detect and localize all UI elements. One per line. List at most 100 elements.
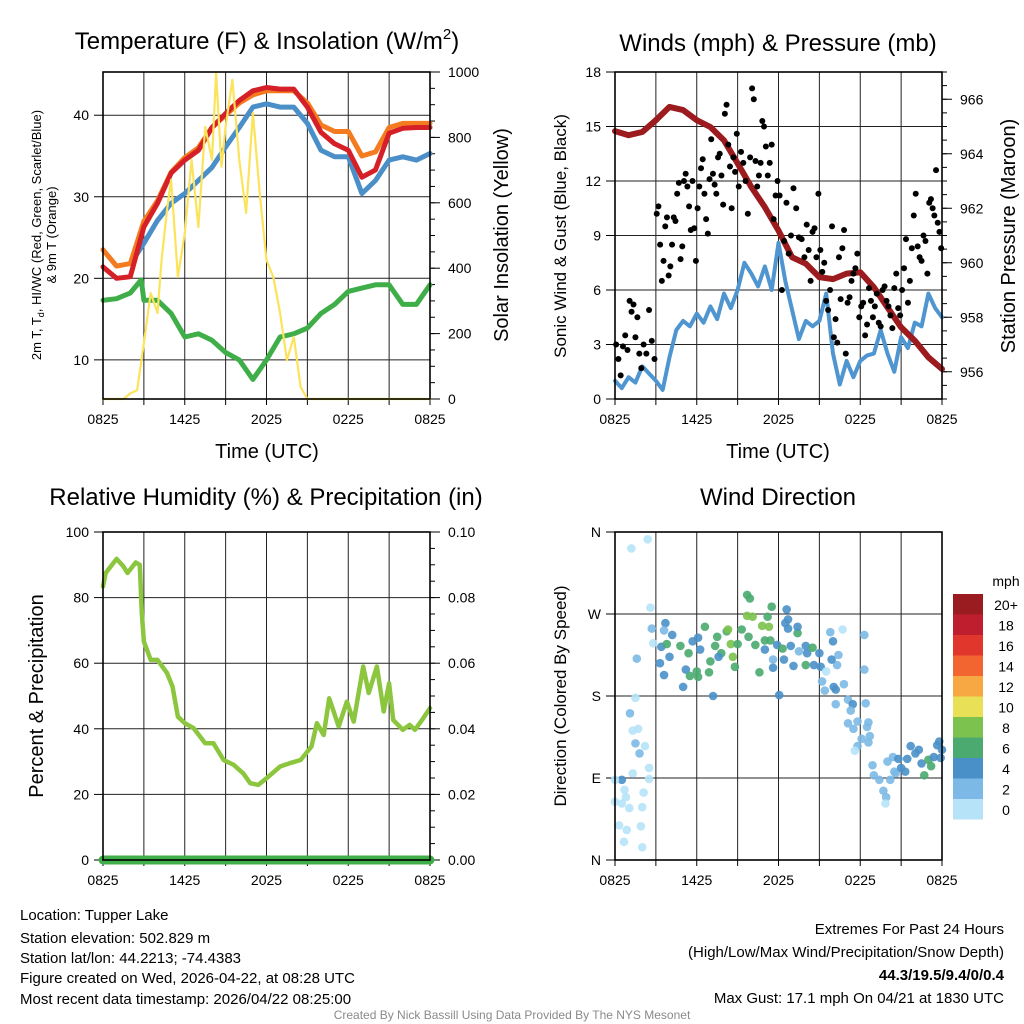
wind-direction-point — [831, 699, 841, 709]
x-tick-label: 0225 — [333, 872, 364, 888]
y-title-part: 2m T, T — [29, 317, 44, 360]
legend-swatch — [953, 737, 983, 758]
gust-point — [914, 243, 921, 250]
gust-point — [803, 221, 810, 228]
wind-direction-point — [614, 821, 624, 830]
legend-label: 20+ — [994, 597, 1018, 613]
gust-point — [819, 268, 826, 275]
panel-title-wind-direction: Wind Direction — [700, 484, 856, 511]
gust-point — [619, 343, 626, 350]
gust-point — [893, 270, 900, 277]
wind-direction-point — [766, 636, 775, 645]
panel-title-winds: Winds (mph) & Pressure (mb) — [619, 30, 936, 57]
gust-point — [891, 285, 898, 292]
wind-direction-point — [809, 660, 819, 670]
credit-text: Created By Nick Bassill Using Data Provi… — [334, 1008, 691, 1022]
gust-point — [632, 334, 639, 341]
gust-point — [864, 321, 871, 328]
gust-point — [835, 254, 842, 261]
y-title-subscript: d — [36, 312, 46, 317]
x-tick-label: 0225 — [845, 411, 876, 427]
gust-point — [873, 290, 880, 297]
wind-direction-point — [831, 685, 841, 694]
gust-point — [694, 205, 701, 212]
wind-direction-point — [894, 754, 903, 764]
gust-point — [823, 297, 830, 304]
wind-direction-point — [868, 760, 877, 770]
gust-point — [716, 150, 723, 157]
gust-point — [854, 250, 861, 257]
y-right-tick-label: 0.10 — [448, 524, 475, 540]
gust-point — [807, 277, 814, 284]
wind-direction-point — [815, 648, 824, 658]
wind-direction-point — [778, 644, 787, 653]
title-text: Temperature (F) & Insolation (W/m — [75, 28, 443, 55]
gust-point — [744, 210, 751, 217]
legend-label: 10 — [998, 700, 1014, 716]
y-right-tick-label: 1000 — [448, 64, 479, 80]
wind-direction-point — [617, 799, 627, 808]
wind-direction-point — [902, 754, 912, 764]
wind-direction-point — [695, 645, 705, 654]
wind-direction-point — [644, 763, 654, 773]
wind-direction-point — [643, 534, 652, 544]
title-superscript: 2 — [443, 26, 451, 43]
gust-point — [638, 365, 645, 372]
wind-direction-point — [632, 654, 642, 663]
gust-point — [910, 212, 917, 219]
gust-point — [830, 334, 837, 341]
wind-direction-point — [620, 785, 629, 795]
gust-point — [883, 297, 890, 304]
x-tick-label: 0825 — [87, 411, 118, 427]
gust-point — [732, 168, 739, 175]
gust-point — [885, 303, 892, 310]
gust-point — [648, 337, 655, 344]
x-tick-label: 1425 — [681, 411, 712, 427]
legend-swatch — [953, 778, 983, 799]
wind-direction-point — [827, 655, 836, 664]
gust-point — [643, 350, 650, 357]
y-axis-title-temperature-line2: & 9m T (Orange) — [44, 186, 59, 283]
gust-point — [829, 223, 836, 230]
wind-direction-point — [917, 759, 926, 768]
gust-point — [897, 312, 904, 319]
gust-point — [653, 210, 660, 217]
legend-title: mph — [992, 573, 1019, 589]
wind-direction-point — [850, 746, 860, 755]
gust-point — [713, 190, 720, 197]
plot-frame — [614, 71, 943, 400]
gust-point — [811, 225, 818, 232]
legend-swatch — [953, 799, 983, 820]
wind-direction-point — [926, 761, 936, 771]
gust-point — [924, 270, 931, 277]
extremes-title: Extremes For Past 24 Hours — [815, 921, 1004, 938]
wind-direction-point — [890, 767, 899, 776]
gust-point — [660, 257, 667, 264]
wind-direction-point — [733, 639, 742, 649]
gust-point — [634, 314, 641, 321]
wind-direction-point — [748, 612, 757, 622]
x-tick-label: 0825 — [414, 872, 445, 888]
y-right-tick-label: 956 — [960, 364, 984, 380]
wind-direction-point — [617, 775, 627, 785]
wind-direction-point — [802, 648, 812, 658]
gust-point — [918, 257, 925, 264]
panel-title-temperature: Temperature (F) & Insolation (W/m2) — [75, 26, 459, 55]
gust-point — [704, 230, 711, 237]
wind-direction-point — [635, 749, 644, 758]
location-text: Location: Tupper Lake — [20, 907, 168, 924]
gust-point — [862, 332, 869, 339]
gust-point — [936, 228, 943, 235]
wind-direction-point — [881, 792, 891, 802]
legend-swatch — [953, 635, 983, 656]
wind-direction-point — [862, 722, 872, 732]
wind-direction-point — [820, 686, 830, 695]
wind-direction-point — [793, 628, 802, 638]
gust-point — [655, 203, 662, 210]
legend-swatch — [953, 676, 983, 697]
gust-point — [615, 356, 622, 363]
gust-point — [689, 178, 696, 184]
gust-point — [698, 165, 705, 172]
wind-direction-point — [881, 799, 890, 808]
y-right-tick-label: 0.04 — [448, 721, 475, 737]
